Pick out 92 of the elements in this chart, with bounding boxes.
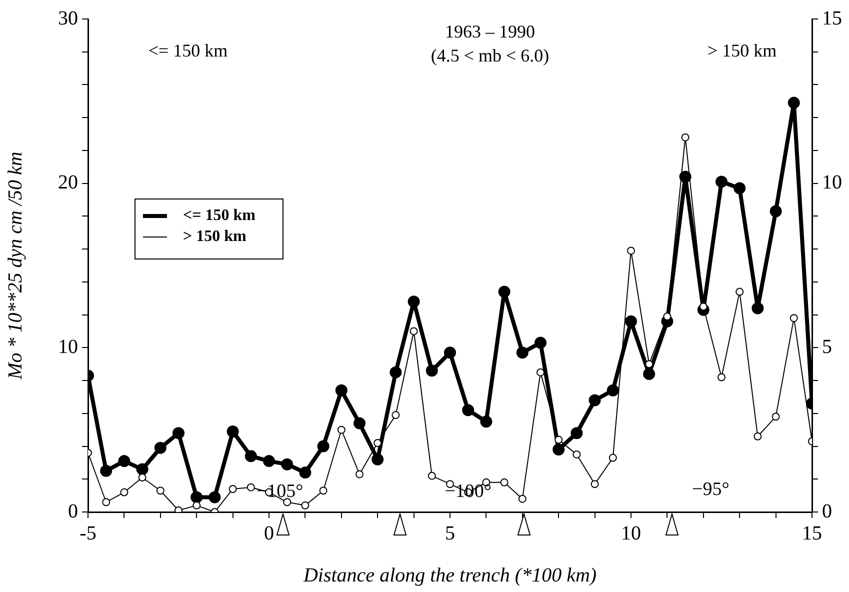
point: [734, 182, 746, 194]
point: [319, 486, 328, 495]
point: [736, 288, 744, 296]
point: [118, 455, 130, 468]
point: [283, 498, 292, 506]
point: [136, 463, 148, 476]
point: [281, 458, 294, 470]
annotation: <= 150 km: [148, 40, 228, 61]
point: [244, 450, 257, 462]
y2-tick-label: 15: [822, 7, 842, 30]
y-axis-title: Mo * 10**25 dyn cm /50 km: [4, 152, 26, 380]
point: [120, 488, 128, 496]
point: [754, 432, 762, 440]
point: [663, 312, 672, 320]
point: [337, 426, 346, 434]
point: [426, 364, 438, 377]
point: [752, 302, 764, 314]
point: [192, 501, 201, 510]
point: [100, 464, 112, 477]
point: [606, 384, 619, 396]
y-tick-label: 10: [58, 336, 78, 358]
point: [552, 444, 565, 456]
point: [301, 501, 310, 510]
point: [516, 346, 528, 359]
point: [518, 494, 526, 503]
point: [356, 470, 364, 478]
point: [354, 417, 366, 430]
point: [226, 425, 239, 438]
y2-tick-label: 10: [822, 172, 842, 194]
point: [643, 368, 656, 380]
x-axis-title: Distance along the trench (*100 km): [302, 564, 597, 586]
point: [172, 427, 184, 440]
point: [500, 478, 508, 486]
annotation: > 150 km: [707, 40, 777, 61]
point: [246, 483, 255, 492]
point: [625, 315, 637, 328]
y2-tick-label: 0: [822, 500, 832, 522]
x-tick-label: 15: [802, 522, 822, 544]
point: [263, 455, 275, 468]
point: [428, 472, 436, 480]
x-tick-label: -5: [80, 522, 96, 544]
point: [408, 296, 420, 308]
point: [718, 373, 726, 382]
point: [716, 176, 728, 188]
annotation: −95°: [692, 478, 730, 500]
x-tick-label: 0: [264, 522, 274, 544]
point: [374, 438, 382, 447]
y-tick-label: 20: [58, 172, 78, 194]
y-tick-label: 30: [58, 7, 78, 30]
x-tick-label: 10: [621, 522, 641, 544]
point: [772, 412, 780, 421]
point: [770, 205, 782, 218]
point: [392, 411, 400, 420]
legend-label: > 150 km: [183, 228, 248, 246]
annotation: −100°: [444, 480, 492, 502]
point: [645, 360, 654, 368]
point: [534, 336, 546, 349]
point: [372, 453, 384, 466]
point: [410, 327, 418, 336]
point: [554, 436, 563, 444]
point: [228, 484, 237, 493]
point: [317, 440, 330, 452]
point: [335, 384, 348, 396]
point: [570, 427, 583, 440]
point: [790, 314, 798, 322]
chart-title: 1963 – 1990: [445, 22, 535, 42]
x-tick-label: 5: [445, 522, 455, 544]
point: [588, 394, 601, 406]
point: [208, 491, 221, 504]
y2-tick-label: 5: [822, 336, 832, 358]
point: [681, 133, 690, 142]
point: [536, 368, 544, 376]
point: [444, 346, 456, 359]
y-tick-label: 0: [68, 500, 78, 522]
point: [190, 491, 203, 504]
point: [102, 498, 110, 506]
point: [390, 366, 402, 378]
point: [299, 466, 312, 479]
point: [627, 246, 635, 255]
point: [590, 480, 599, 488]
annotation: −105°: [256, 480, 304, 502]
point: [174, 506, 182, 512]
point: [462, 404, 474, 416]
point: [498, 286, 510, 298]
legend-label: <= 150 km: [183, 207, 256, 224]
text: (4.5 < mb < 6.0): [430, 46, 550, 66]
point: [788, 96, 800, 109]
point: [480, 416, 492, 428]
point: [154, 442, 166, 454]
point: [608, 454, 617, 462]
point: [572, 450, 581, 458]
point: [156, 486, 164, 495]
